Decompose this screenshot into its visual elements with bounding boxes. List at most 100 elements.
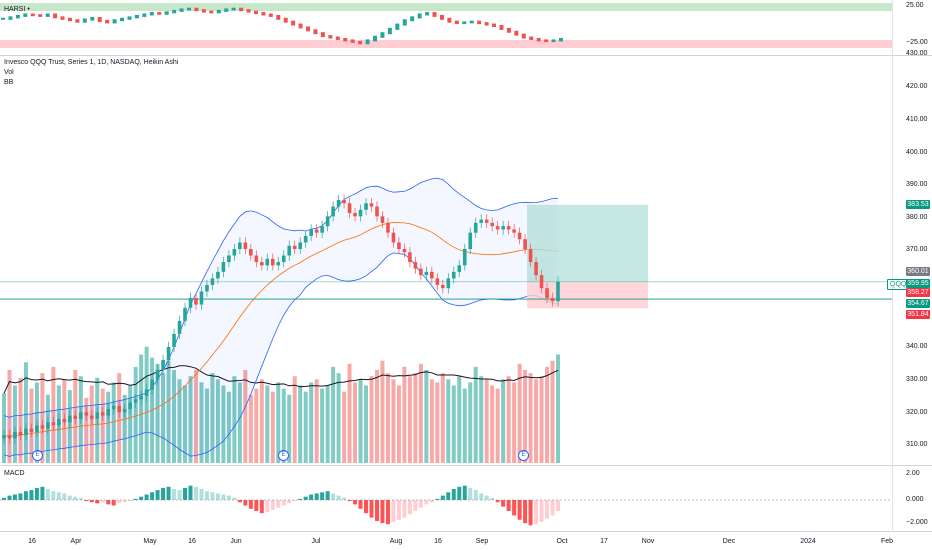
macd-histogram-bar [155, 490, 160, 500]
price-candle [353, 213, 357, 217]
harsi-candle [492, 23, 497, 27]
macd-histogram-bar [342, 497, 347, 500]
volume-bar [534, 379, 539, 463]
volume-bar [133, 366, 138, 463]
price-candle [375, 206, 379, 217]
macd-histogram-bar [7, 495, 12, 500]
harsi-candle [246, 9, 251, 13]
volume-bar [353, 382, 358, 463]
price-candle [528, 249, 533, 263]
price-candle [194, 298, 198, 305]
macd-histogram-bar [144, 494, 149, 500]
harsi-candle [551, 39, 556, 43]
macd-histogram-bar [128, 500, 133, 502]
macd-histogram-bar [287, 500, 292, 504]
macd-histogram-bar [523, 500, 528, 524]
macd-histogram-bar [364, 500, 369, 514]
harsi-candle [45, 13, 50, 17]
volume-bar [391, 379, 396, 463]
harsi-candle [149, 12, 154, 16]
volume-bar [512, 382, 517, 463]
symbol-title[interactable]: Invesco QQQ Trust, Series 1, 1D, NASDAQ,… [4, 59, 179, 66]
macd-histogram-bar [237, 500, 242, 503]
macd-histogram-bar [259, 500, 264, 514]
harsi-candle [134, 14, 139, 19]
price-candle [2, 435, 6, 439]
time-tick: Apr [70, 538, 82, 545]
harsi-candle [164, 11, 169, 15]
time-axis-divider [0, 531, 932, 532]
bollinger-legend[interactable]: BB [4, 79, 14, 86]
price-candle [260, 262, 264, 266]
price-tick: 320.00 [906, 409, 928, 416]
volume-bar [243, 370, 248, 463]
earnings-marker[interactable]: E [32, 450, 43, 461]
macd-histogram-bar [111, 500, 116, 506]
volume-bar [89, 385, 94, 463]
volume-bar [204, 388, 209, 463]
volume-bar [12, 385, 17, 463]
harsi-candle [432, 12, 437, 17]
price-candle [419, 268, 423, 276]
volume-bar [292, 376, 297, 463]
macd-histogram-bar [331, 493, 336, 500]
volume-bar [117, 373, 122, 463]
harsi-candle [253, 10, 258, 15]
macd-histogram-bar [413, 500, 418, 511]
macd-histogram-bar [166, 486, 171, 500]
price-candle [430, 271, 434, 279]
volume-bar [364, 385, 369, 463]
price-candle [347, 203, 352, 214]
macd-histogram-bar [314, 493, 319, 500]
bollinger-upper-line [3, 177, 559, 418]
volume-bar [287, 394, 292, 463]
volume-bar [188, 376, 193, 463]
volume-bar [265, 385, 270, 463]
earnings-marker[interactable]: E [518, 450, 529, 461]
macd-histogram-bar [517, 500, 522, 520]
harsi-candle [231, 7, 236, 11]
macd-histogram-bar [2, 497, 6, 500]
macd-histogram-bar [418, 500, 423, 508]
time-tick: Aug [389, 538, 403, 545]
bollinger-fill [4, 178, 558, 457]
price-candle [166, 347, 171, 361]
harsi-candle [97, 17, 102, 22]
macd-histogram-bar [435, 498, 440, 500]
time-tick: 17 [600, 538, 608, 545]
price-candle [435, 278, 440, 285]
macd-histogram-bar [188, 485, 193, 500]
volume-bar [281, 388, 286, 463]
macd-histogram-bar [215, 493, 220, 500]
price-candle [451, 271, 456, 279]
volume-bar [18, 377, 23, 463]
harsi-candle [38, 14, 43, 17]
harsi-candle [343, 37, 348, 42]
earnings-marker[interactable]: E [278, 450, 289, 461]
pane-divider-harsi[interactable] [0, 55, 932, 56]
harsi-legend[interactable]: HARSI • [4, 6, 30, 13]
volume-bar [451, 385, 456, 463]
volume-legend[interactable]: Vol [4, 69, 14, 76]
macd-legend[interactable]: MACD [4, 470, 25, 477]
harsi-candle [276, 14, 281, 20]
price-candle [177, 320, 182, 334]
harsi-candle [120, 17, 125, 22]
price-candle [18, 431, 23, 436]
price-tick: 410.00 [906, 116, 928, 123]
macd-histogram-bar [501, 500, 506, 507]
macd-histogram-bar [248, 500, 253, 509]
pane-divider-macd[interactable] [0, 465, 932, 466]
volume-bar [556, 354, 560, 463]
harsi-candle [224, 8, 229, 12]
price-candle [424, 271, 429, 276]
macd-histogram-bar [221, 494, 226, 500]
macd-histogram-bar [309, 494, 314, 500]
price-candle [457, 265, 462, 272]
harsi-candle [23, 13, 28, 17]
price-candle [62, 418, 67, 423]
macd-histogram-bar [325, 491, 330, 500]
macd-histogram-bar [150, 492, 155, 500]
